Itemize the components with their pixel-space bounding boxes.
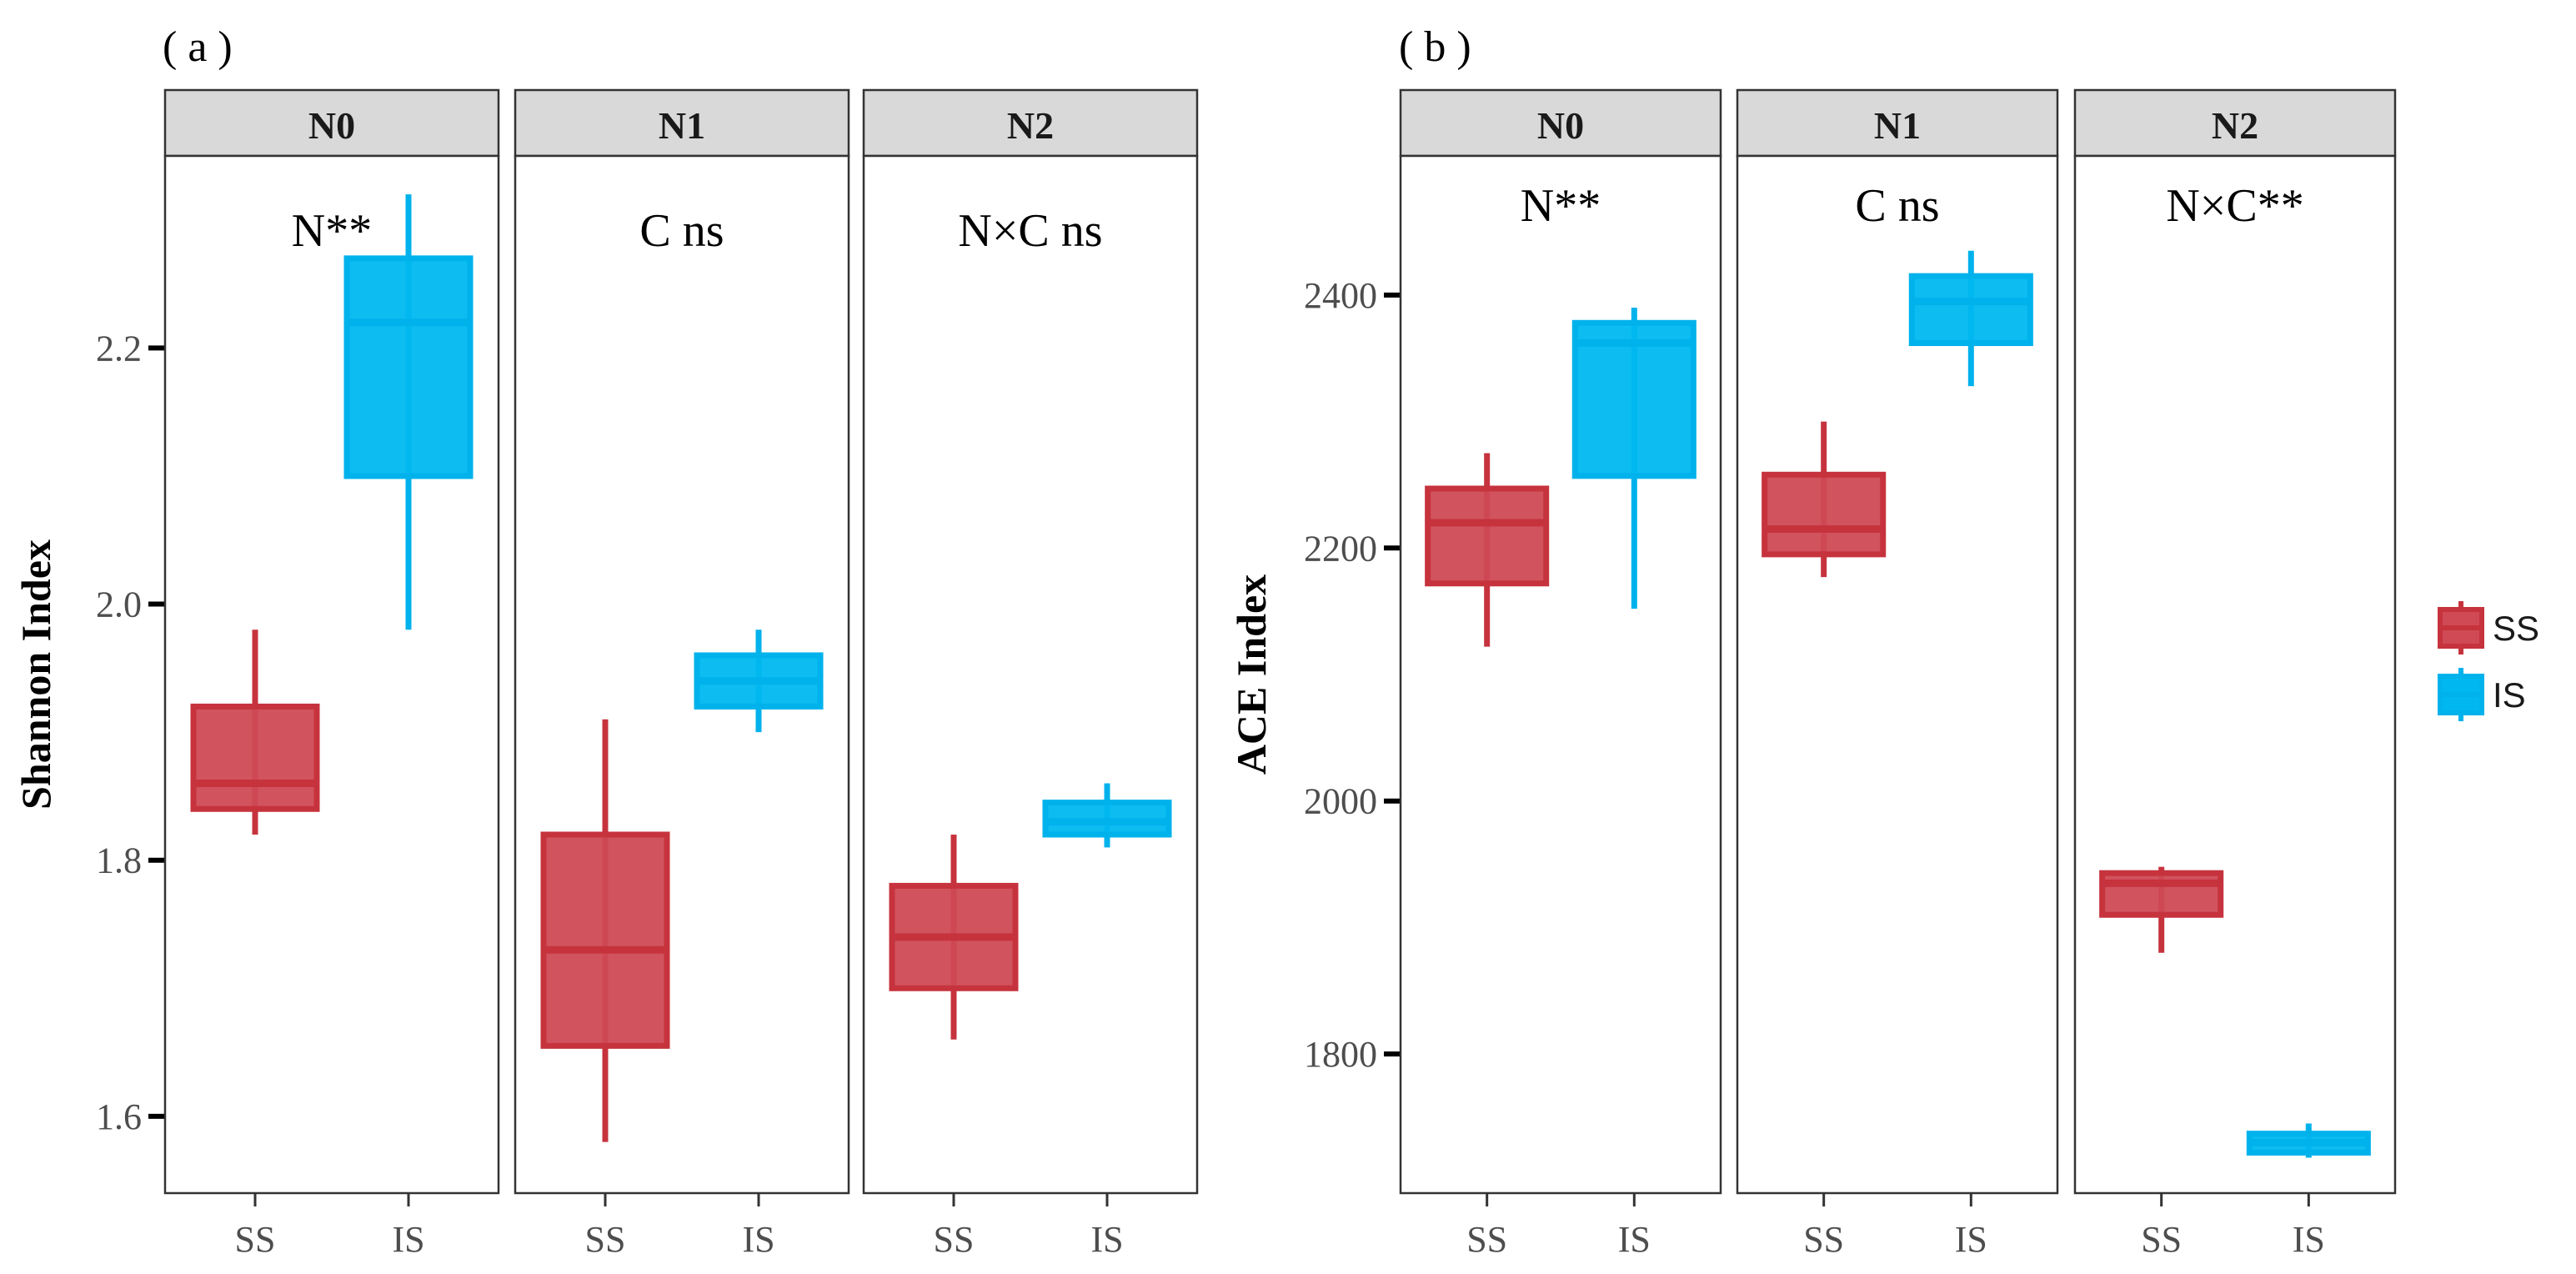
legend-item-is: IS — [2438, 668, 2526, 721]
facet-panel — [1399, 154, 1722, 1195]
significance-annotation: N×C ns — [958, 205, 1102, 257]
significance-annotation: C ns — [1855, 180, 1939, 232]
facet-strip-label: N1 — [1874, 104, 1921, 147]
box-ss — [1425, 453, 1550, 647]
y-tick-label: 1.6 — [96, 1096, 142, 1137]
box-iqr — [190, 703, 320, 812]
x-tick-label: IS — [2293, 1219, 2325, 1260]
facet-n1: N1 C ns SS IS — [1736, 88, 2059, 1260]
box-ss — [2099, 866, 2224, 953]
facet-strip — [862, 88, 1199, 158]
facet-panel — [862, 154, 1199, 1195]
box-ss — [1762, 421, 1887, 578]
box-is — [1908, 250, 2033, 387]
x-tick-label: SS — [934, 1219, 975, 1260]
facet-panel — [2073, 154, 2397, 1195]
y-axis-label: Shannon Index — [13, 539, 59, 810]
box-ss — [889, 834, 1019, 1040]
box-iqr — [1425, 485, 1550, 587]
box-ss — [540, 719, 670, 1142]
facet-strip — [514, 88, 850, 158]
legend-label: IS — [2493, 675, 2526, 715]
panel-label: ( b ) — [1399, 23, 1471, 71]
y-tick-label: 1.8 — [96, 840, 142, 881]
facet-strip-label: N2 — [1007, 104, 1054, 147]
y-tick-label: 1800 — [1304, 1034, 1377, 1075]
box-iqr — [1571, 319, 1696, 479]
x-tick-label: IS — [392, 1219, 424, 1260]
facet-strip — [1399, 88, 1722, 158]
y-tick-label: 2.2 — [96, 328, 142, 369]
box-is — [343, 194, 474, 630]
facet-strip — [163, 88, 500, 158]
x-tick-label: IS — [1955, 1219, 1987, 1260]
significance-annotation: N×C** — [2166, 180, 2303, 232]
x-tick-label: SS — [235, 1219, 276, 1260]
panel-label: ( a ) — [163, 23, 233, 71]
box-is — [1042, 783, 1172, 848]
box-iqr — [1762, 471, 1887, 558]
box-iqr — [2099, 870, 2224, 918]
facet-strip-label: N1 — [659, 104, 705, 147]
y-tick-label: 2.0 — [96, 584, 142, 625]
facet-n2: N2 N×C ns SS IS — [862, 88, 1199, 1260]
y-tick-label: 2400 — [1304, 275, 1377, 316]
x-tick-label: SS — [585, 1219, 626, 1260]
legend-item-ss: SS — [2438, 601, 2539, 655]
facet-strip-label: N0 — [308, 104, 355, 147]
facet-n0: N0 N** SS IS — [1399, 88, 1722, 1260]
significance-annotation: N** — [292, 205, 372, 257]
box-is — [694, 629, 824, 733]
box-iqr — [540, 831, 670, 1049]
facet-strip-label: N0 — [1537, 104, 1584, 147]
x-tick-label: SS — [1803, 1219, 1844, 1260]
x-tick-label: IS — [742, 1219, 774, 1260]
y-tick-label: 2200 — [1304, 528, 1377, 569]
box-ss — [190, 629, 320, 835]
x-tick-label: SS — [2141, 1219, 2182, 1260]
legend: SS IS — [2438, 601, 2539, 721]
box-is — [2246, 1123, 2371, 1158]
facet-n2: N2 N×C** SS IS — [2073, 88, 2397, 1260]
y-axis-label: ACE Index — [1228, 574, 1275, 775]
facet-strip — [1736, 88, 2059, 158]
legend-label: SS — [2493, 609, 2539, 648]
x-tick-label: IS — [1618, 1219, 1651, 1260]
box-iqr — [1908, 273, 2033, 347]
box-iqr — [343, 255, 474, 479]
significance-annotation: C ns — [639, 205, 724, 257]
x-tick-label: SS — [1466, 1219, 1507, 1260]
facet-strip — [2073, 88, 2397, 158]
y-tick-label: 2000 — [1304, 781, 1377, 822]
facet-n1: N1 C ns SS IS — [514, 88, 850, 1260]
significance-annotation: N** — [1521, 180, 1601, 232]
facet-strip-label: N2 — [2212, 104, 2258, 147]
facet-n0: N0 N** SS IS — [163, 88, 500, 1260]
x-tick-label: IS — [1090, 1219, 1123, 1260]
facet-panel — [163, 154, 500, 1195]
box-is — [1571, 308, 1696, 609]
